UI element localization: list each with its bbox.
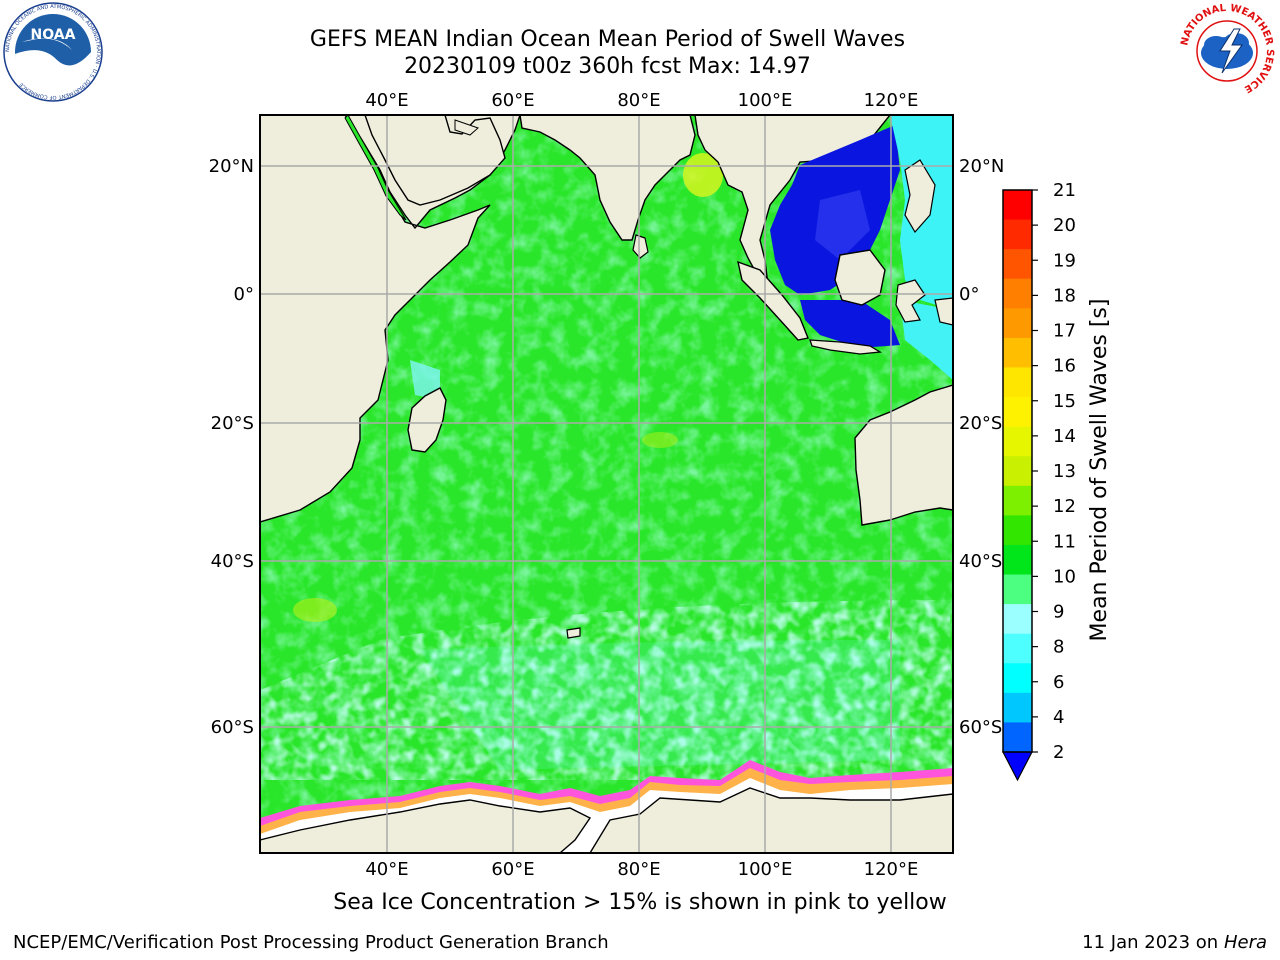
colorbar-tick-label: 18 — [1053, 285, 1076, 306]
colorbar-band — [1003, 663, 1032, 694]
colorbar-tick-label: 2 — [1053, 742, 1064, 763]
lat-tick-right: 60°S — [959, 717, 1002, 738]
colorbar-band — [1003, 485, 1032, 516]
colorbar-band — [1003, 278, 1032, 309]
colorbar-band — [1003, 190, 1032, 221]
lat-tick-right: 40°S — [959, 551, 1002, 572]
lightning-icon — [1219, 28, 1243, 74]
lat-tick-left: 20°N — [209, 156, 254, 177]
lon-tick-top: 60°E — [491, 90, 534, 111]
land-new-guinea — [934, 297, 953, 326]
lon-tick-top: 80°E — [617, 90, 660, 111]
colorbar: 21 20 19 18 17 16 15 14 13 12 11 10 9 8 6 4 2 — [1002, 180, 1076, 782]
noaa-logo: NATIONAL OCEANIC AND ATMOSPHERIC ADMINIS… — [3, 2, 103, 102]
colorbar-extend-arrow — [1002, 751, 1033, 782]
colorbar-tick-label: 6 — [1053, 672, 1064, 693]
footer-credit: NCEP/EMC/Verification Post Processing Pr… — [13, 932, 609, 953]
lat-tick-right: 20°S — [959, 413, 1002, 434]
colorbar-band — [1003, 397, 1032, 428]
land-java — [809, 339, 883, 355]
chart-subtitle: 20230109 t00z 360h fcst Max: 14.97 — [404, 54, 811, 79]
lon-tick-bottom: 80°E — [617, 859, 660, 880]
lat-tick-left: 0° — [234, 284, 254, 305]
colorbar-tick-label: 10 — [1053, 566, 1076, 587]
lon-tick-bottom: 100°E — [738, 859, 793, 880]
lon-tick-bottom: 60°E — [491, 859, 534, 880]
nws-logo: NATIONAL WEATHER SERVICE — [1179, 3, 1275, 99]
blue-java-sea — [800, 300, 900, 348]
map-frame — [259, 114, 954, 854]
colorbar-band — [1003, 249, 1032, 280]
colorbar-label: Mean Period of Swell Waves [s] — [1087, 299, 1112, 642]
colorbar-tick-label: 11 — [1053, 531, 1076, 552]
land-borneo — [834, 249, 886, 306]
colorbar-band — [1003, 515, 1032, 546]
gridlines — [260, 115, 953, 853]
colorbar-tick-label: 17 — [1053, 321, 1076, 342]
colorbar-band — [1003, 367, 1032, 398]
gull-icon — [22, 38, 72, 50]
land-madagascar — [407, 387, 447, 453]
lat-tick-right: 0° — [959, 284, 979, 305]
land-sulawesi — [895, 279, 926, 323]
lat-tick-left: 40°S — [211, 551, 254, 572]
footer-date-text: 11 Jan 2023 on — [1082, 932, 1224, 953]
chart-title: GEFS MEAN Indian Ocean Mean Period of Sw… — [309, 27, 906, 52]
land-kerguelen — [566, 627, 581, 639]
land-arabia — [364, 115, 506, 206]
colorbar-tick-label: 15 — [1053, 391, 1076, 412]
colorbar-band — [1003, 219, 1032, 250]
caption: Sea Ice Concentration > 15% is shown in … — [333, 890, 947, 915]
colorbar-band — [1003, 692, 1032, 723]
lon-tick-top: 40°E — [365, 90, 408, 111]
yellow-patch-bay — [683, 153, 723, 197]
lat-tick-right: 20°N — [959, 156, 1004, 177]
colorbar-band — [1003, 337, 1032, 368]
lon-tick-bottom: 40°E — [365, 859, 408, 880]
lat-tick-left: 20°S — [211, 413, 254, 434]
colorbar-tick-label: 9 — [1053, 602, 1064, 623]
colorbar-tick-label: 21 — [1053, 180, 1076, 201]
colorbar-band — [1003, 308, 1032, 339]
land-philippines — [904, 159, 936, 234]
lon-tick-bottom: 120°E — [864, 859, 919, 880]
colorbar-tick-label: 8 — [1053, 637, 1064, 658]
lon-tick-top: 100°E — [738, 90, 793, 111]
colorbar-tick-label: 13 — [1053, 461, 1076, 482]
map-area — [260, 115, 953, 853]
colorbar-tick-label: 20 — [1053, 215, 1076, 236]
colorbar-band — [1003, 426, 1032, 457]
colorbar-band — [1003, 722, 1032, 753]
lon-tick-top: 120°E — [864, 90, 919, 111]
land-sumatra — [737, 260, 809, 341]
colorbar-tick-label: 12 — [1053, 496, 1076, 517]
colorbar-band — [1003, 604, 1032, 635]
footer-host: Hera — [1223, 932, 1267, 953]
colorbar-tick-label: 4 — [1053, 707, 1064, 728]
footer-date: 11 Jan 2023 on Hera — [1082, 932, 1267, 953]
colorbar-tick-label: 19 — [1053, 250, 1076, 271]
land-sri-lanka — [632, 234, 649, 259]
colorbar-tick-label: 14 — [1053, 426, 1076, 447]
lat-tick-left: 60°S — [211, 717, 254, 738]
colorbar-band — [1003, 544, 1032, 576]
noaa-logo-text: NOAA — [31, 27, 76, 43]
colorbar-tick-label: 16 — [1053, 356, 1076, 377]
colorbar-band — [1003, 456, 1032, 487]
land-india — [519, 115, 696, 241]
land-australia — [854, 384, 953, 526]
colorbar-band — [1003, 633, 1032, 664]
colorbar-band — [1003, 574, 1032, 605]
cyan-southern-band — [260, 600, 953, 780]
